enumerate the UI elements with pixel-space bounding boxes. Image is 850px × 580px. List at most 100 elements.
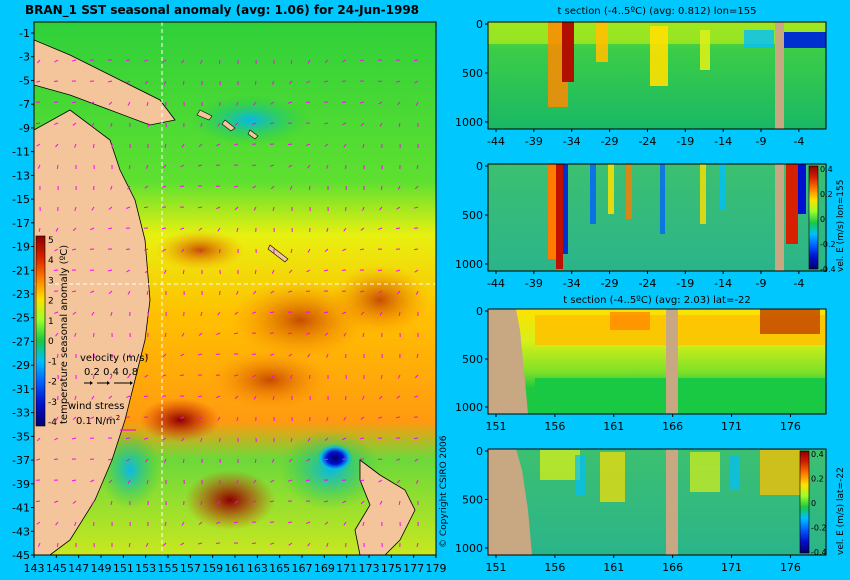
wind-arrow <box>396 290 401 295</box>
wind-arrow <box>270 185 275 190</box>
wind-arrow <box>307 437 311 442</box>
wind-arrow <box>324 269 329 272</box>
wind-arrow <box>397 185 401 190</box>
wind-arrow <box>91 500 95 505</box>
wind-arrow <box>71 101 77 104</box>
wind-arrow <box>198 164 203 167</box>
wind-arrow <box>90 101 95 105</box>
wind-arrow <box>162 353 167 358</box>
map-x-tick-label: 153 <box>135 562 156 575</box>
wind-arrow <box>110 185 113 190</box>
panel-y-tick-label: 1000 <box>455 542 483 555</box>
wind-arrow <box>234 206 239 211</box>
wind-arrow <box>55 521 59 526</box>
wind-arrow <box>272 206 275 212</box>
wind-arrow <box>144 269 149 274</box>
panel-y-tick-label: 500 <box>462 67 483 80</box>
map-x-tick-label: 173 <box>359 562 380 575</box>
wind-arrow <box>270 290 275 294</box>
panel-x-tick-label: -9 <box>756 135 767 148</box>
lat-temp-section <box>488 309 826 414</box>
map-x-tick-label: 159 <box>202 562 223 575</box>
wind-arrow <box>396 458 401 461</box>
wind-arrow <box>288 479 293 482</box>
map-y-tick-label: -21 <box>12 264 30 277</box>
wind-arrow <box>252 374 257 378</box>
panel-y-tick-label: 500 <box>462 494 483 507</box>
wind-arrow <box>287 521 293 524</box>
wind-arrow <box>397 374 401 379</box>
wind-arrow <box>416 542 419 547</box>
wind-arrow <box>342 248 347 252</box>
map-title: BRAN_1 SST seasonal anomaly (avg: 1.06) … <box>25 3 419 18</box>
wind-arrow <box>234 185 239 188</box>
map-y-tick-label: -45 <box>12 549 30 562</box>
wind-arrow <box>415 290 419 295</box>
wind-arrow <box>342 500 347 504</box>
velocity-colorbar-label: vel. E (m/s) lon=155 <box>836 180 846 272</box>
wind-arrow <box>146 290 149 296</box>
wind-arrow <box>413 248 419 251</box>
panel-y-tick-label: 0 <box>476 160 483 173</box>
wind-arrow <box>128 353 131 359</box>
panel-y-tick-label: 0 <box>476 445 483 458</box>
wind-arrow-field <box>35 59 419 548</box>
wind-arrow <box>197 542 203 545</box>
wind-arrow <box>378 101 383 105</box>
wind-arrow <box>288 164 293 168</box>
wind-arrow <box>91 206 95 211</box>
wind-arrow <box>326 353 329 358</box>
wind-arrow <box>324 80 329 83</box>
wind-arrow <box>236 227 239 232</box>
wind-arrow <box>252 500 257 503</box>
wind-arrow <box>72 122 77 126</box>
wind-arrow <box>74 206 77 211</box>
wind-arrow <box>198 227 203 231</box>
wind-arrow <box>107 416 113 419</box>
wind-arrow <box>379 311 383 316</box>
wind-arrow <box>71 290 77 293</box>
map-x-tick-label: 161 <box>225 562 246 575</box>
sst-colorbar-tick: -1 <box>48 357 57 367</box>
velocity-colorbar-label: vel. E (m/s) lat=-22 <box>836 467 846 555</box>
wind-arrow <box>307 542 311 547</box>
map-y-tick-label: -39 <box>12 478 30 491</box>
wind-arrow <box>396 395 401 399</box>
wind-arrow <box>288 101 293 104</box>
wind-arrow <box>35 122 41 125</box>
wind-arrow <box>306 80 311 84</box>
wind-arrow <box>342 311 347 315</box>
wind-arrow <box>217 122 221 127</box>
wind-arrow <box>288 542 293 546</box>
wind-arrow <box>108 395 113 399</box>
panel-axes: 0 500 1000 -44 -39 -34 -29 -24 -19 -14 -9 -4 0.4 0.2 0… <box>455 160 836 290</box>
map-y-tick-label: -5 <box>19 74 30 87</box>
wind-arrow <box>362 143 365 148</box>
wind-arrow <box>271 269 275 274</box>
map-x-tick-label: 165 <box>269 562 290 575</box>
wind-arrow <box>217 500 221 505</box>
wind-arrow <box>110 500 113 505</box>
panel-x-tick-label: 171 <box>721 561 742 574</box>
velocity-colorbar-tick: 0.4 <box>820 165 833 174</box>
wind-arrow <box>164 143 167 149</box>
wind-arrow <box>288 80 293 85</box>
map-y-tick-label: -11 <box>12 146 30 159</box>
map-x-tick-label: 145 <box>46 562 67 575</box>
wind-arrow <box>270 353 275 356</box>
australia-land <box>34 109 151 555</box>
panel-x-tick-label: 156 <box>544 561 565 574</box>
wind-arrow <box>272 395 275 401</box>
panel-x-tick-label: 176 <box>780 420 801 433</box>
wind-arrow <box>362 332 365 337</box>
map-x-tick-label: 169 <box>314 562 335 575</box>
wind-arrow <box>287 143 293 146</box>
wind-arrow <box>56 164 59 170</box>
wind-arrow <box>395 227 401 230</box>
wind-arrow <box>343 227 347 232</box>
wind-arrow <box>396 80 401 83</box>
velocity-colorbar-tick: -0.4 <box>811 548 827 557</box>
wind-arrow <box>342 59 347 63</box>
panel-x-tick-label: 166 <box>662 420 683 433</box>
